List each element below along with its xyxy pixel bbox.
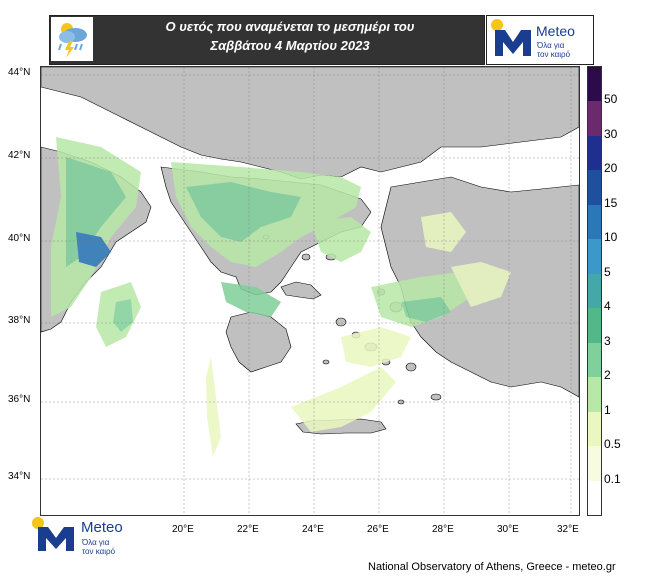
colorbar-label: 5 [604, 264, 611, 279]
colorbar-segment [588, 446, 601, 482]
colorbar-segment [588, 480, 601, 516]
colorbar-label: 15 [604, 195, 618, 210]
colorbar-segment [588, 273, 601, 309]
colorbar-label: 1 [604, 402, 611, 417]
lon-label-24: 24°E [302, 524, 324, 535]
logo-tagline-1: Όλα για [537, 41, 565, 50]
logo-tagline-2: τον καιρό [537, 50, 571, 59]
title-line-2: Σαββάτου 4 Μαρτίου 2023 [210, 38, 370, 53]
lon-label-20: 20°E [172, 524, 194, 535]
precipitation-colorbar [587, 66, 602, 516]
logo-brand: Meteo [536, 23, 575, 39]
colorbar-label: 2 [604, 368, 611, 383]
colorbar-segment [588, 135, 601, 171]
lat-label-36: 36°N [8, 394, 31, 405]
meteo-logo-bottom: Meteo Όλα για τον καιρό [30, 515, 140, 556]
colorbar-label: 3 [604, 333, 611, 348]
land-masses [41, 67, 579, 435]
lat-label-38: 38°N [8, 315, 31, 326]
lon-label-28: 28°E [432, 524, 454, 535]
bottom-logo-brand: Meteo [81, 519, 123, 536]
lat-label-40: 40°N [8, 233, 31, 244]
meteo-logo: Meteo Όλα για τον καιρό [486, 15, 594, 65]
colorbar-segment [588, 239, 601, 275]
colorbar-segment [588, 204, 601, 240]
title-line-1: Ο υετός που αναμένεται το μεσημέρι του [165, 19, 415, 34]
colorbar-label: 4 [604, 299, 611, 314]
colorbar-segment [588, 342, 601, 378]
bottom-logo-tagline-1: Όλα για [82, 538, 110, 547]
colorbar-label: 20 [604, 161, 618, 176]
rain-cloud-lightning-icon [51, 17, 93, 61]
colorbar-segment [588, 67, 601, 102]
map-title: Ο υετός που αναμένεται το μεσημέρι του Σ… [95, 17, 485, 55]
lon-label-22: 22°E [237, 524, 259, 535]
lat-label-42: 42°N [8, 150, 31, 161]
colorbar-label: 0.5 [604, 437, 621, 452]
colorbar-segment [588, 101, 601, 137]
graticule [41, 67, 579, 515]
precipitation-map [40, 66, 580, 516]
colorbar-label: 30 [604, 126, 618, 141]
lat-label-34: 34°N [8, 471, 31, 482]
colorbar-segment [588, 377, 601, 413]
footer-credit: National Observatory of Athens, Greece -… [368, 561, 616, 573]
colorbar-segment [588, 411, 601, 447]
lon-label-32: 32°E [557, 524, 579, 535]
lon-label-30: 30°E [497, 524, 519, 535]
precipitation-overlay [51, 137, 511, 457]
colorbar-segment [588, 170, 601, 206]
colorbar-segment [588, 308, 601, 344]
title-banner [49, 15, 485, 65]
bottom-logo-tagline-2: τον καιρό [82, 547, 116, 556]
colorbar-label: 0.1 [604, 471, 621, 486]
colorbar-label: 10 [604, 230, 618, 245]
colorbar-label: 50 [604, 92, 618, 107]
lon-label-26: 26°E [367, 524, 389, 535]
lat-label-44: 44°N [8, 67, 31, 78]
